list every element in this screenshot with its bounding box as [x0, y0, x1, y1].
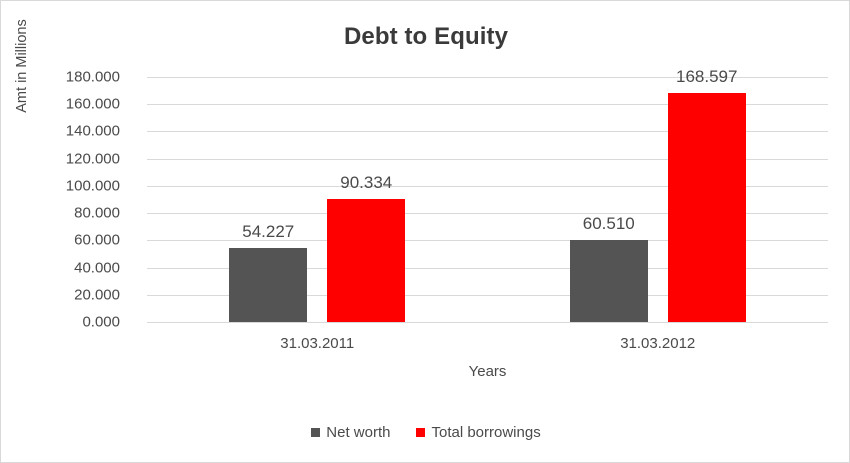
gridline	[147, 77, 828, 78]
y-axis-tick-label: 160.000	[65, 95, 120, 113]
legend-swatch-icon	[416, 428, 426, 437]
gridline	[147, 158, 828, 160]
y-axis-tick-label: 80.000	[74, 204, 120, 222]
bar-total-borrowings-1[interactable]	[667, 92, 746, 322]
gridline	[147, 294, 828, 296]
y-axis-tick-label: 120.000	[65, 150, 120, 168]
gridline	[147, 104, 828, 106]
x-axis-title: Years	[468, 363, 507, 380]
data-label: 90.334	[340, 173, 393, 193]
y-axis-tick-labels: 180.000 160.000 140.000 120.000 100.000 80.00…	[66, 69, 828, 331]
y-axis-tick-label: 180.000	[65, 68, 120, 86]
plot-area	[147, 77, 828, 323]
y-axis-tick-label: 100.000	[65, 177, 120, 195]
x-axis-category-label: 31.03.2012	[620, 335, 696, 352]
y-axis-title: Amt in Millions	[14, 19, 30, 113]
bar-net-worth-0[interactable]	[229, 248, 308, 322]
y-axis-tick-label: 20.000	[74, 286, 120, 304]
y-axis-tick-label: 60.000	[74, 231, 120, 249]
legend-label: Total borrowings	[431, 424, 541, 441]
gridline	[147, 240, 828, 242]
bar-net-worth-1[interactable]	[569, 239, 648, 322]
chart-legend: Net worth Total borrowings	[1, 424, 849, 441]
gridline	[147, 131, 828, 133]
legend-swatch-icon	[311, 428, 321, 437]
data-label: 60.510	[582, 213, 635, 233]
legend-item[interactable]: Total borrowings	[416, 424, 541, 441]
gridline	[147, 213, 828, 215]
x-axis-category-label: 31.03.2011	[280, 335, 355, 352]
x-axis-line	[147, 322, 828, 323]
gridline	[147, 185, 828, 187]
chart-title: Debt to Equity	[343, 23, 509, 50]
y-axis-tick-label: 40.000	[74, 259, 120, 277]
legend-label: Net worth	[326, 424, 391, 441]
bar-total-borrowings-0[interactable]	[327, 199, 406, 322]
data-label: 168.597	[676, 66, 738, 86]
data-label: 54.227	[242, 222, 295, 242]
y-axis-tick-label: 140.000	[65, 122, 120, 140]
y-axis-tick-label: 0.000	[82, 313, 120, 331]
legend-item[interactable]: Net worth	[311, 424, 390, 441]
gridline	[147, 267, 828, 269]
